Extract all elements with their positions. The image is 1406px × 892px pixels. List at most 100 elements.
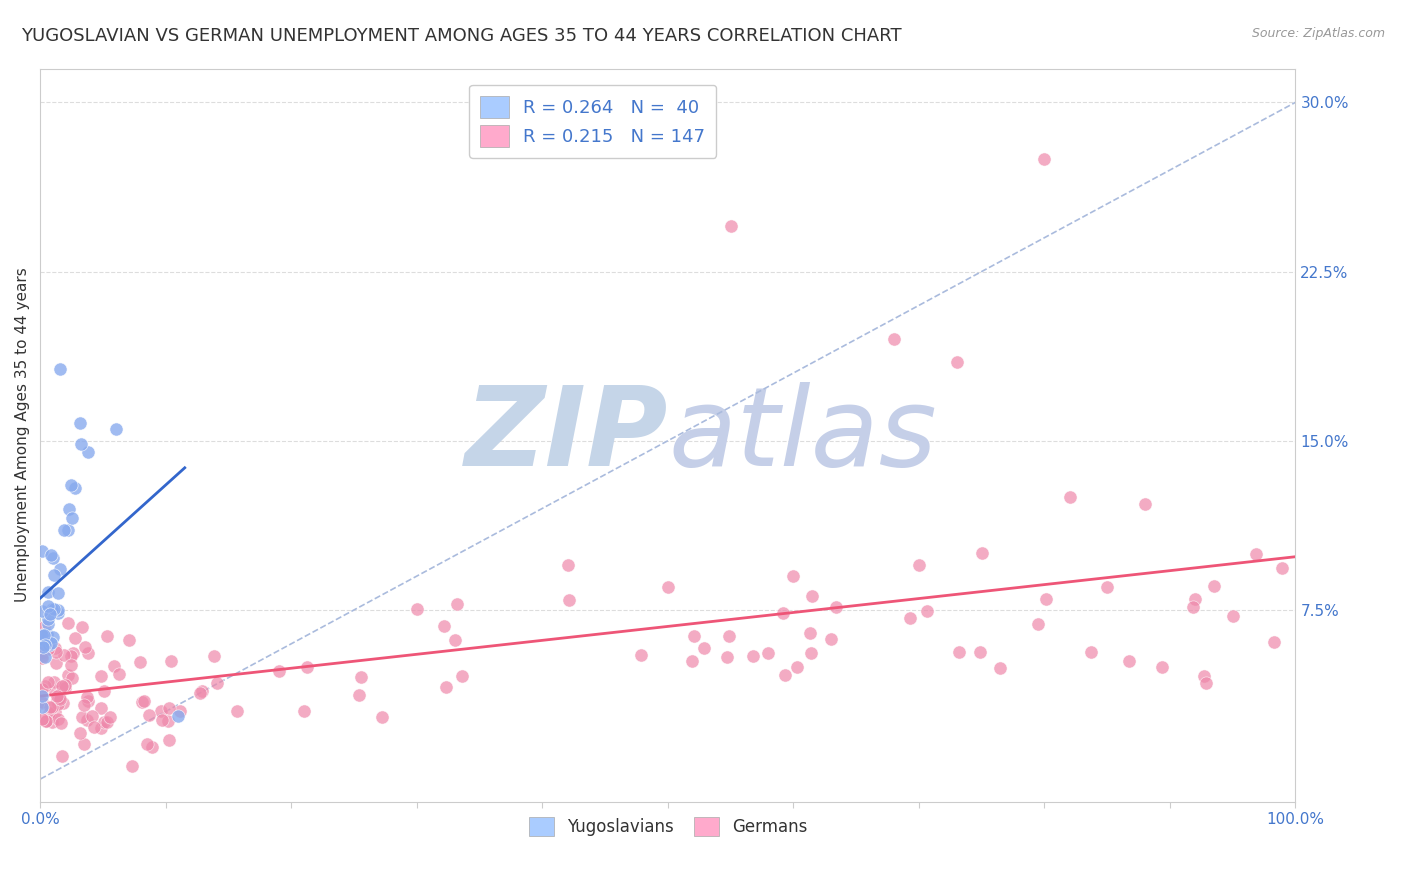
Point	[70, 620, 93, 634]
Point	[772, 607, 794, 621]
Point	[31, 649, 53, 664]
Point	[720, 219, 742, 234]
Point	[1204, 579, 1226, 593]
Point	[1222, 609, 1244, 624]
Point	[76, 714, 98, 728]
Point	[65, 481, 87, 495]
Point	[988, 661, 1011, 675]
Point	[557, 558, 579, 572]
Point	[108, 667, 131, 681]
Point	[1095, 580, 1118, 594]
Point	[53, 648, 76, 663]
Text: atlas: atlas	[668, 382, 936, 489]
Point	[42, 630, 65, 644]
Point	[434, 680, 457, 694]
Point	[149, 704, 172, 718]
Point	[60, 657, 83, 672]
Point	[269, 664, 291, 678]
Point	[42, 675, 65, 690]
Point	[883, 332, 905, 346]
Point	[37, 599, 59, 613]
Point	[104, 422, 127, 436]
Point	[121, 759, 143, 773]
Point	[49, 692, 72, 706]
Point	[157, 733, 180, 747]
Point	[45, 657, 67, 671]
Point	[128, 655, 150, 669]
Point	[75, 640, 97, 654]
Point	[188, 686, 211, 700]
Point	[167, 709, 190, 723]
Point	[138, 707, 160, 722]
Point	[32, 627, 55, 641]
Point	[46, 586, 69, 600]
Point	[41, 548, 63, 562]
Point	[1244, 547, 1267, 561]
Point	[46, 603, 69, 617]
Point	[693, 640, 716, 655]
Point	[945, 355, 967, 369]
Point	[159, 700, 181, 714]
Point	[80, 708, 103, 723]
Point	[825, 599, 848, 614]
Point	[31, 695, 53, 709]
Point	[37, 617, 59, 632]
Point	[44, 641, 66, 656]
Point	[90, 721, 112, 735]
Point	[1184, 591, 1206, 606]
Point	[98, 710, 121, 724]
Point	[32, 619, 55, 633]
Point	[773, 668, 796, 682]
Point	[1035, 592, 1057, 607]
Point	[908, 558, 931, 572]
Point	[31, 682, 53, 697]
Point	[48, 690, 70, 705]
Point	[31, 712, 53, 726]
Point	[35, 627, 58, 641]
Text: Source: ZipAtlas.com: Source: ZipAtlas.com	[1251, 27, 1385, 40]
Point	[48, 691, 70, 706]
Point	[141, 739, 163, 754]
Point	[32, 645, 55, 659]
Point	[371, 710, 394, 724]
Point	[799, 626, 821, 640]
Point	[160, 654, 183, 668]
Point	[1150, 660, 1173, 674]
Point	[433, 619, 456, 633]
Point	[134, 693, 156, 707]
Point	[156, 714, 179, 729]
Point	[782, 569, 804, 583]
Point	[756, 646, 779, 660]
Point	[58, 501, 80, 516]
Point	[63, 632, 86, 646]
Point	[131, 695, 153, 709]
Point	[898, 611, 921, 625]
Point	[1192, 668, 1215, 682]
Point	[1118, 654, 1140, 668]
Point	[38, 638, 60, 652]
Text: ZIP: ZIP	[464, 382, 668, 489]
Point	[32, 640, 55, 654]
Point	[39, 635, 62, 649]
Point	[202, 649, 225, 664]
Point	[717, 629, 740, 643]
Point	[56, 667, 79, 681]
Point	[350, 670, 373, 684]
Point	[72, 709, 94, 723]
Point	[37, 612, 59, 626]
Point	[56, 523, 79, 537]
Point	[60, 511, 83, 525]
Point	[683, 629, 706, 643]
Point	[34, 714, 56, 728]
Point	[41, 601, 63, 615]
Point	[70, 436, 93, 450]
Point	[1195, 676, 1218, 690]
Point	[42, 567, 65, 582]
Point	[31, 632, 53, 646]
Point	[405, 602, 427, 616]
Point	[118, 633, 141, 648]
Point	[31, 700, 53, 714]
Point	[73, 737, 96, 751]
Point	[41, 700, 63, 714]
Point	[37, 641, 59, 656]
